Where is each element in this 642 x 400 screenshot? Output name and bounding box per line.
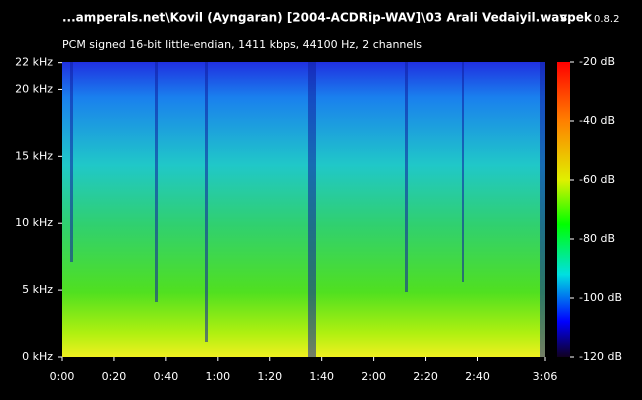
stripe (155, 62, 158, 302)
spectrogram-stripes (70, 62, 545, 357)
color-scale (557, 62, 570, 357)
app-version: 0.8.2 (594, 14, 619, 25)
x-tick-label: 1:20 (257, 370, 282, 383)
y-tick-label: 22 kHz (15, 56, 53, 69)
y2-tick-label: -100 dB (579, 291, 622, 304)
stripe (462, 62, 464, 282)
y2-tick-label: -40 dB (579, 114, 615, 127)
y2-tick-label: -60 dB (579, 173, 615, 186)
stripe (308, 62, 316, 357)
x-tick-label: 2:00 (361, 370, 386, 383)
x-tick-label: 1:40 (309, 370, 334, 383)
stripe (70, 62, 73, 262)
y-tick-label: 10 kHz (15, 216, 53, 229)
file-title: ...amperals.net\Kovil (Ayngaran) [2004-A… (62, 11, 567, 25)
x-tick-label: 0:00 (50, 370, 75, 383)
x-tick-label: 0:20 (102, 370, 127, 383)
x-tick-label: 2:40 (465, 370, 490, 383)
y-tick-label: 5 kHz (22, 283, 53, 296)
y2-tick-label: -20 dB (579, 55, 615, 68)
y-tick-label: 20 kHz (15, 82, 53, 95)
spectrogram (62, 62, 545, 357)
y2-tick-label: -120 dB (579, 350, 622, 363)
y2-tick-label: -80 dB (579, 232, 615, 245)
subtitle: PCM signed 16-bit little-endian, 1411 kb… (62, 38, 422, 51)
y-tick-label: 15 kHz (15, 149, 53, 162)
x-tick-label: 1:00 (205, 370, 230, 383)
x-tick-label: 3:06 (533, 370, 558, 383)
stripe (540, 62, 545, 357)
app-name: spek (560, 11, 593, 25)
y-tick-label: 0 kHz (22, 350, 53, 363)
x-tick-label: 2:20 (413, 370, 438, 383)
stripe (405, 62, 408, 292)
stripe (205, 62, 208, 342)
x-tick-label: 0:40 (154, 370, 179, 383)
